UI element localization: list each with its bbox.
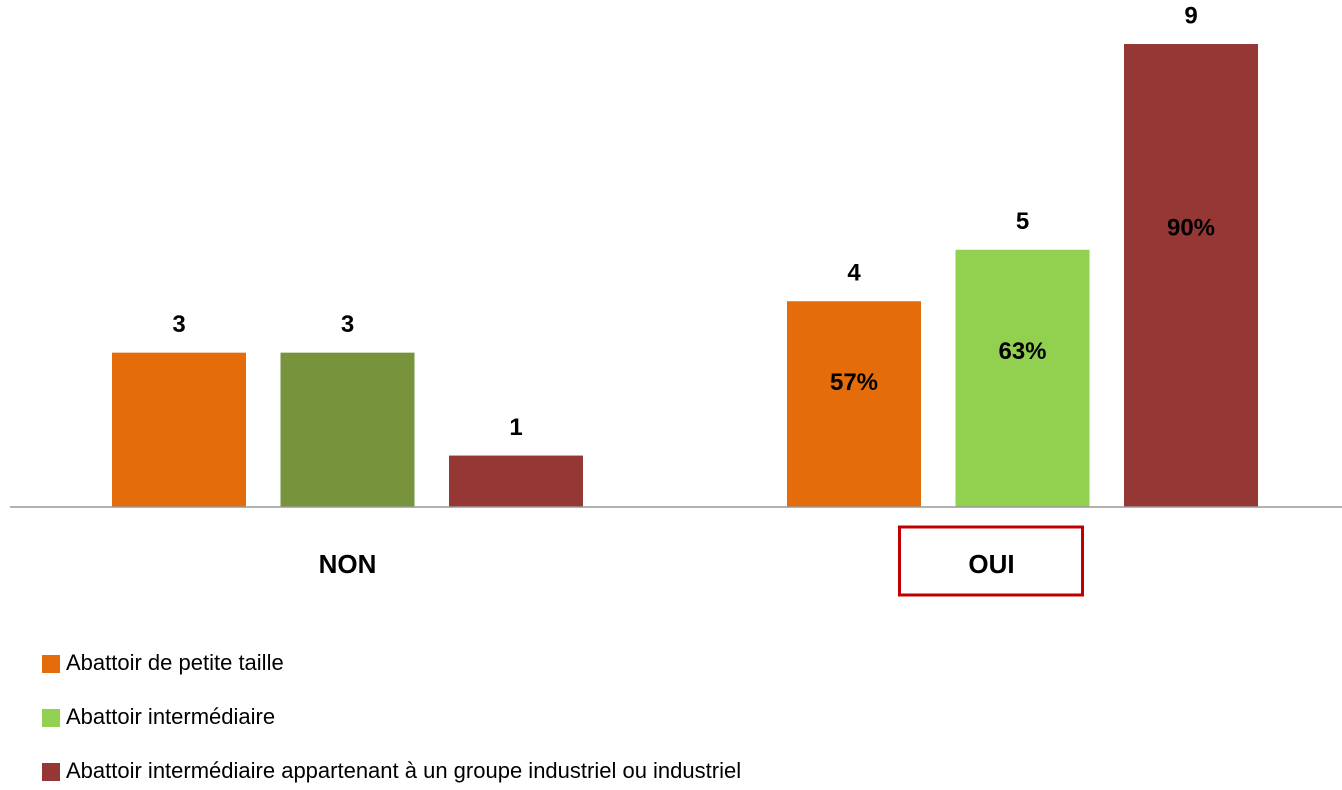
value-label: 4: [847, 260, 861, 287]
highlight-box: [898, 525, 1084, 597]
value-label: 3: [172, 311, 185, 338]
legend-label: Abattoir intermédiaire appartenant à un …: [66, 758, 741, 783]
bar: [787, 301, 921, 507]
bar: [955, 249, 1090, 507]
x-tick-label: OUI: [968, 549, 1014, 579]
legend-swatch: [42, 655, 60, 673]
legend-label: Abattoir intermédiaire: [66, 704, 275, 729]
x-tick-label: NON: [319, 549, 377, 579]
bar: [449, 455, 583, 507]
legend-label: Abattoir de petite taille: [66, 650, 284, 675]
value-label: 5: [1016, 208, 1029, 235]
bar: [112, 352, 246, 507]
value-label: 9: [1184, 2, 1197, 29]
bar: [280, 352, 415, 507]
legend-swatch: [42, 709, 60, 727]
percent-label: 90%: [1167, 215, 1215, 242]
percent-label: 57%: [830, 369, 878, 396]
value-label: 1: [509, 414, 522, 441]
legend-swatch: [42, 763, 60, 781]
bar: [1124, 44, 1258, 507]
value-label: 3: [341, 311, 354, 338]
percent-label: 63%: [998, 338, 1046, 365]
